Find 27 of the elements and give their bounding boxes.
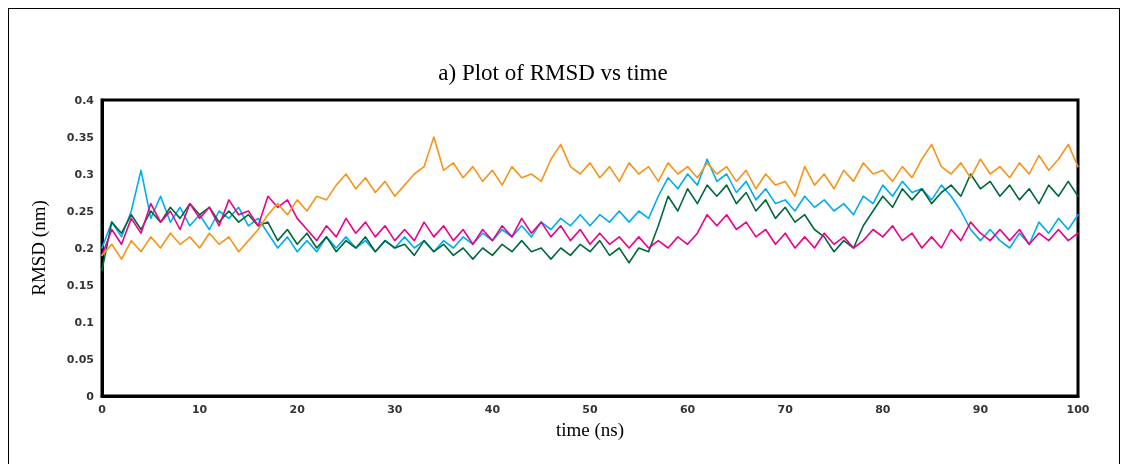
chart-title: a) Plot of RMSD vs time: [438, 60, 668, 85]
y-tick-label: 0.4: [74, 93, 95, 107]
line-series: [101, 195, 1079, 257]
line-series: [101, 136, 1079, 260]
y-tick-label: 0.05: [66, 352, 94, 366]
y-tick-label: 0.2: [74, 241, 94, 255]
x-tick-label: 70: [777, 403, 794, 416]
line-series: [101, 158, 1079, 253]
y-tick-label: 0.15: [66, 278, 94, 292]
x-tick-label: 60: [679, 403, 696, 416]
y-tick-label: 0: [86, 389, 95, 403]
x-tick-label: 20: [289, 403, 306, 416]
x-axis-title: time (ns): [555, 419, 625, 441]
x-tick-label: 30: [387, 403, 403, 416]
x-tick-label: 100: [1066, 403, 1090, 416]
y-tick-label: 0.35: [66, 130, 94, 144]
x-tick-label: 0: [98, 403, 107, 416]
x-tick-label: 90: [972, 403, 989, 416]
y-tick-label: 0.3: [74, 167, 94, 181]
y-tick-label: 0.1: [74, 315, 94, 329]
y-tick-label: 0.25: [66, 204, 94, 218]
y-axis-title: RMSD (nm): [28, 200, 50, 296]
x-tick-label: 40: [484, 403, 501, 416]
line-series: [101, 173, 1079, 271]
x-tick-label: 80: [875, 403, 891, 416]
x-tick-label: 10: [191, 403, 208, 416]
x-tick-label: 50: [582, 403, 598, 416]
